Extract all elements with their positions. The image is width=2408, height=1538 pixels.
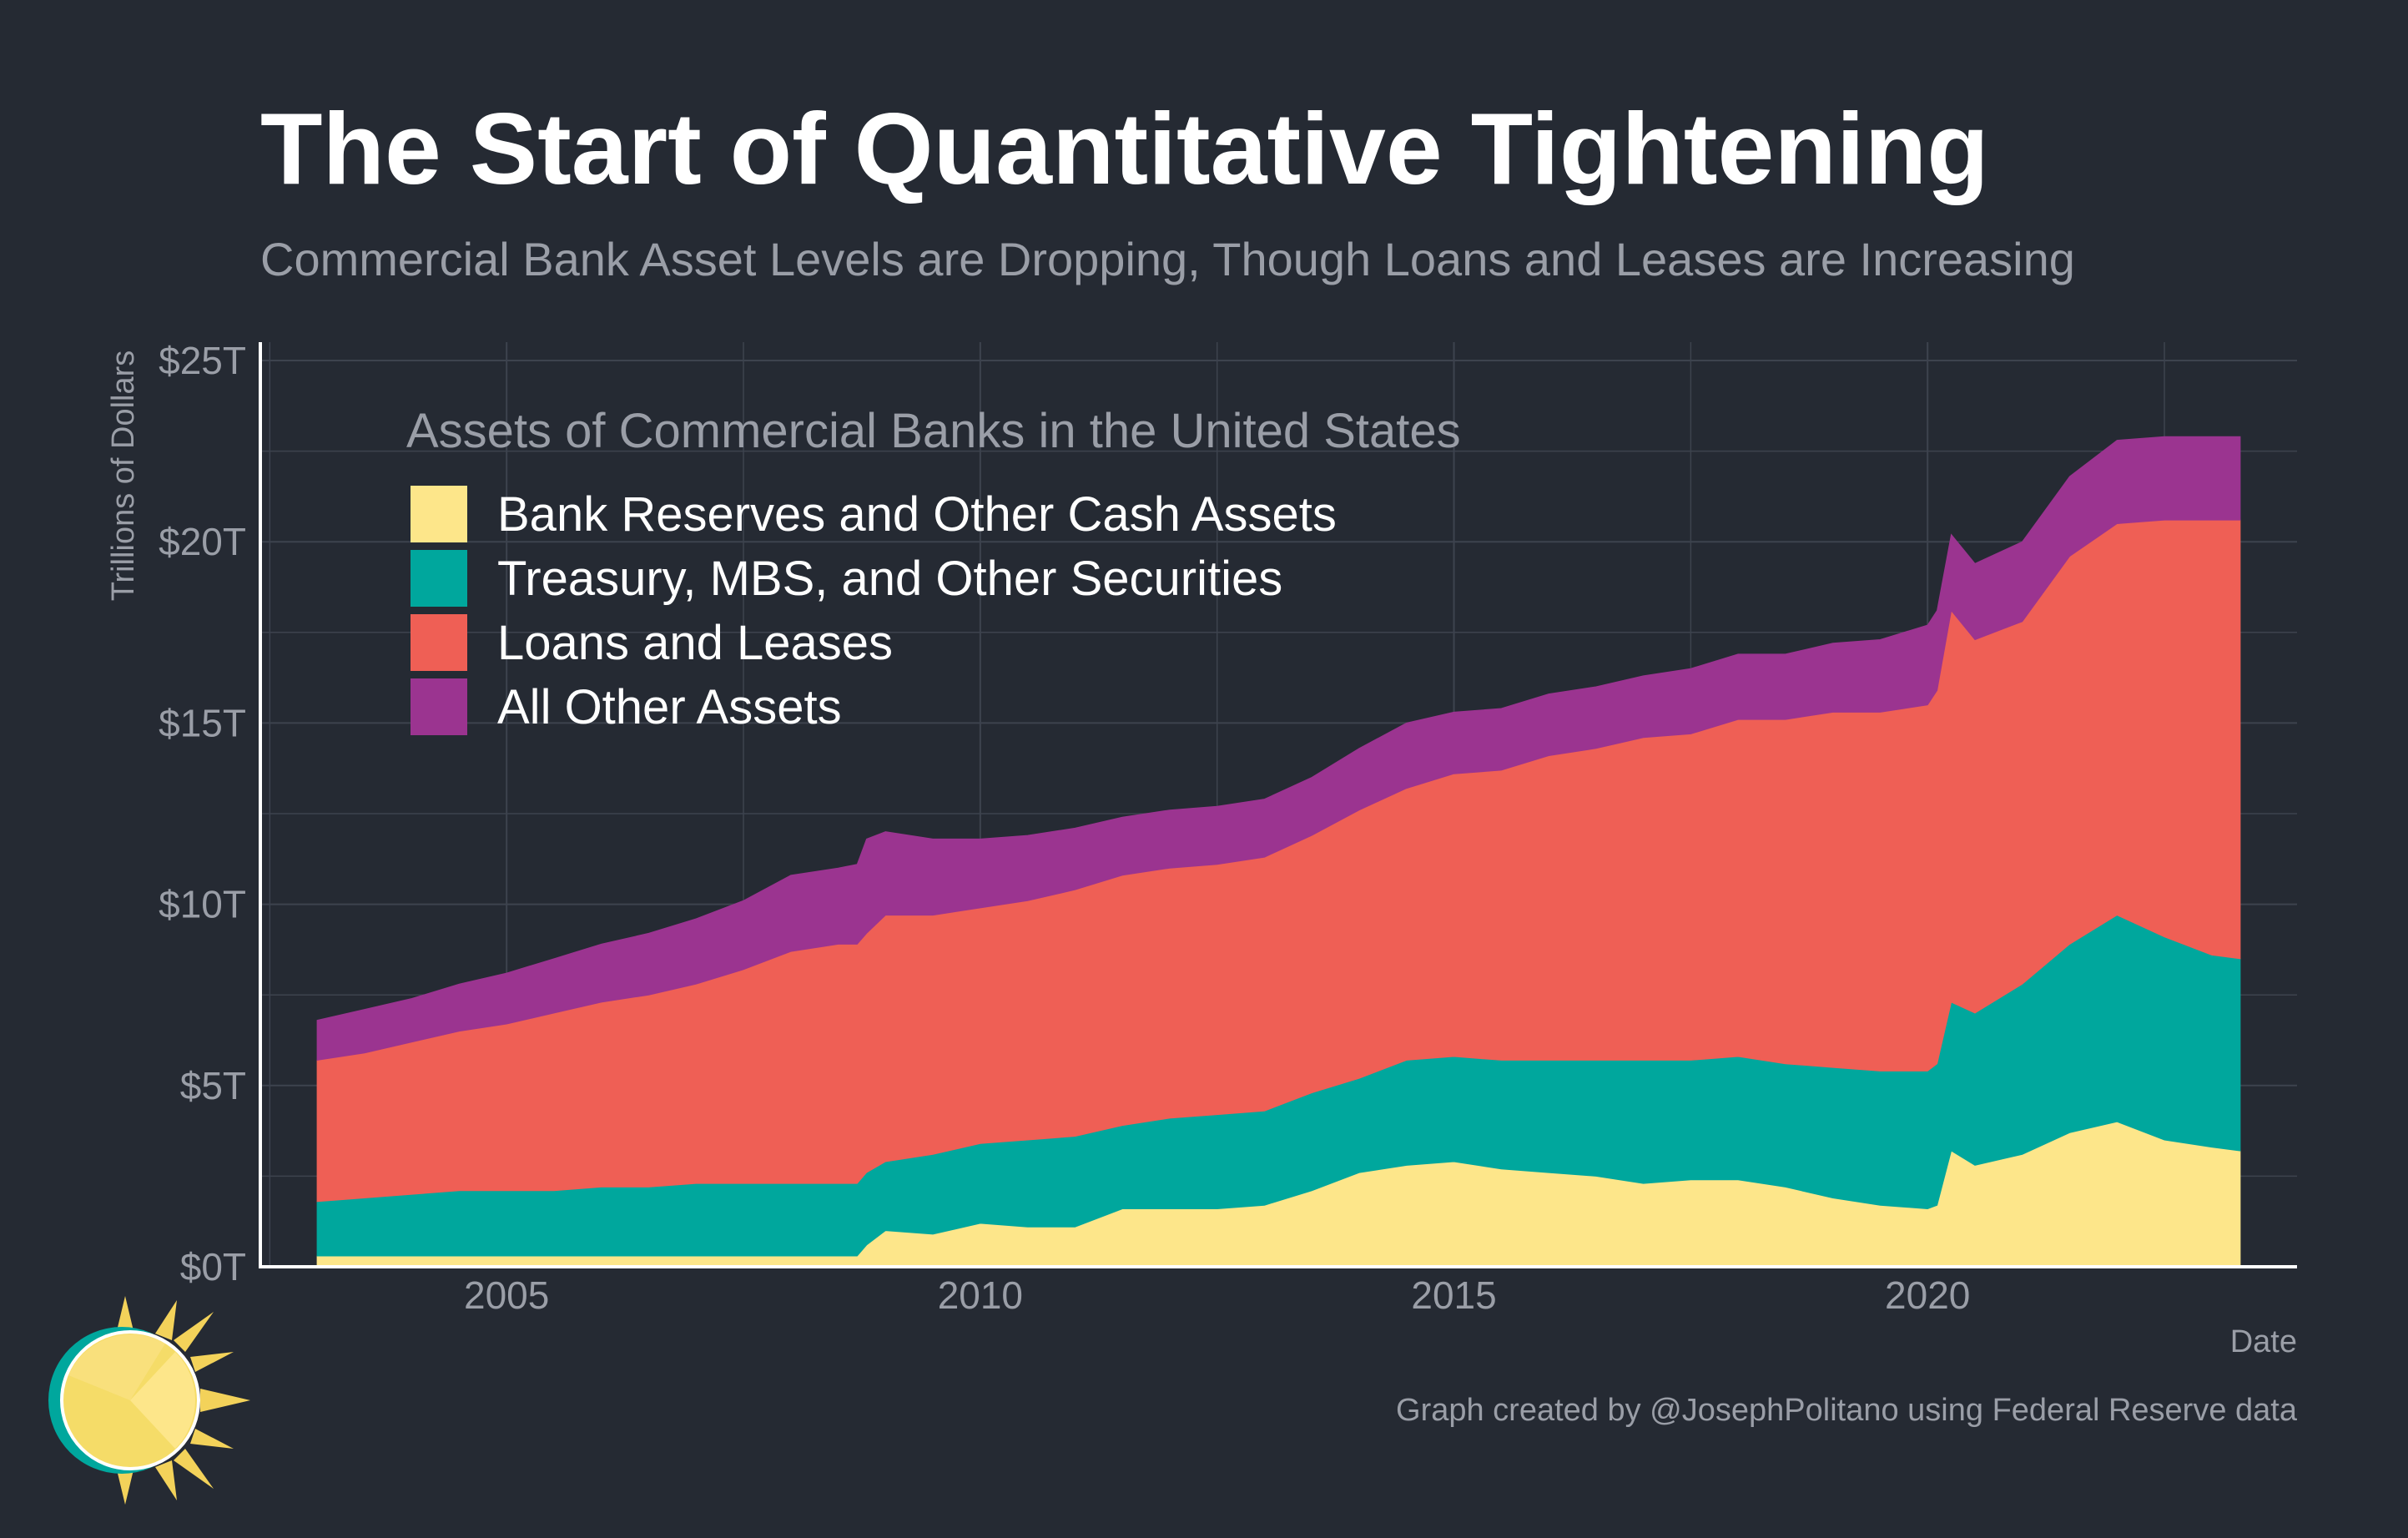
y-tick-label: $25T — [159, 339, 246, 382]
legend-swatch — [411, 486, 467, 542]
legend-swatch — [411, 678, 467, 735]
x-tick-label: 2010 — [938, 1273, 1023, 1317]
legend-swatch — [411, 614, 467, 671]
x-tick-labels: 2005 2010 2015 2020 — [464, 1273, 1970, 1317]
y-tick-label: $20T — [159, 520, 246, 563]
x-tick-label: 2020 — [1885, 1273, 1970, 1317]
y-tick-label: $15T — [159, 701, 246, 744]
legend-swatch — [411, 550, 467, 607]
chart-subtitle: Commercial Bank Asset Levels are Droppin… — [260, 233, 2075, 285]
legend-label: Treasury, MBS, and Other Securities — [497, 552, 1282, 606]
x-tick-label: 2015 — [1411, 1273, 1496, 1317]
area-series — [316, 436, 2241, 1061]
legend: Bank Reserves and Other Cash Assets Treas… — [411, 486, 1337, 735]
chart-title: The Start of Quantitative Tightening — [260, 92, 1989, 205]
legend-title: Assets of Commercial Banks in the United… — [406, 404, 1461, 458]
x-axis-label: Date — [2230, 1324, 2297, 1359]
axes — [259, 342, 2297, 1268]
caption: Graph created by @JosephPolitano using F… — [1396, 1393, 2298, 1428]
x-tick-label: 2005 — [464, 1273, 549, 1317]
y-axis-label: Trillions of Dollars — [106, 350, 141, 602]
y-tick-label: $5T — [180, 1064, 246, 1107]
y-tick-label: $10T — [159, 883, 246, 926]
legend-label: Bank Reserves and Other Cash Assets — [497, 487, 1337, 542]
sun-logo-icon — [48, 1296, 250, 1505]
stacked-areas — [316, 436, 2241, 1268]
y-tick-labels: $0T $5T $10T $15T $20T $25T — [159, 339, 246, 1288]
y-tick-label: $0T — [180, 1245, 246, 1288]
legend-label: All Other Assets — [497, 680, 842, 734]
legend-label: Loans and Leases — [497, 616, 893, 670]
